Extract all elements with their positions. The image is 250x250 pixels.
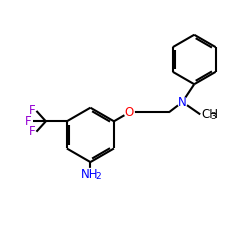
Text: F: F: [29, 104, 35, 118]
Text: NH: NH: [80, 168, 98, 181]
Text: N: N: [178, 96, 187, 108]
Circle shape: [84, 168, 97, 182]
Text: 3: 3: [210, 112, 216, 121]
Text: O: O: [125, 106, 134, 119]
Text: F: F: [29, 125, 35, 138]
Text: F: F: [25, 115, 32, 128]
Text: CH: CH: [201, 108, 218, 121]
Circle shape: [178, 97, 187, 107]
Circle shape: [124, 108, 134, 117]
Text: 2: 2: [96, 172, 102, 181]
